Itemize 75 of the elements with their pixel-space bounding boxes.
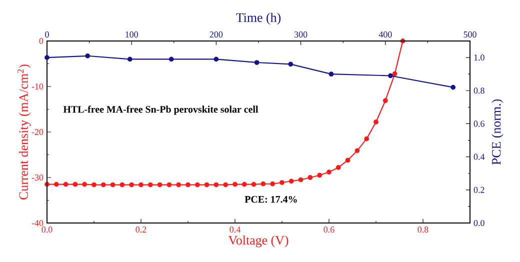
point [100, 182, 106, 188]
point [232, 182, 238, 187]
x-tick-label: 0.0 [42, 226, 52, 233]
x-tick-label: 200 [210, 31, 223, 38]
x-axis-title: Voltage (V) [228, 235, 288, 248]
point [392, 71, 398, 76]
point [214, 182, 219, 188]
y-tick-label: -10 [32, 83, 44, 90]
y-tick-label: 1.0 [474, 54, 484, 61]
point [166, 182, 172, 188]
x-axis-title: Time (h) [236, 12, 281, 25]
point [72, 182, 78, 187]
point [168, 56, 174, 62]
y-tick-label: 0.2 [474, 186, 484, 193]
point [288, 178, 294, 184]
x-tick-label: 300 [294, 31, 308, 38]
point [186, 182, 190, 188]
point [280, 180, 284, 185]
point [317, 172, 322, 178]
x-tick-label: 0.8 [418, 226, 428, 233]
point [336, 165, 341, 170]
point [382, 98, 388, 104]
point [354, 148, 360, 154]
point [254, 60, 260, 65]
annotation: HTL-free MA-free Sn-Pb perovskite solar cell [63, 106, 258, 115]
point [127, 56, 132, 62]
point [270, 181, 276, 186]
point [138, 182, 144, 188]
point [129, 182, 134, 188]
point [204, 182, 210, 188]
point [92, 182, 96, 188]
point [85, 53, 90, 58]
y-tick-label: -40 [32, 220, 44, 226]
y-tick-label: 0 [39, 38, 44, 44]
y-axis-title: Current density (mA/cm$^{2}$) [18, 64, 31, 200]
point [54, 182, 59, 187]
point [120, 182, 125, 188]
y-tick-label: -20 [32, 128, 44, 136]
y-tick-label: 0.0 [474, 220, 484, 226]
point [364, 136, 370, 142]
point [157, 182, 162, 188]
point [82, 182, 88, 187]
x-tick-label: 500 [464, 31, 476, 38]
point [251, 182, 256, 187]
point [326, 170, 332, 174]
point [260, 181, 266, 186]
x-tick-label: 400 [378, 31, 392, 38]
x-tick-label: 0.6 [324, 226, 334, 233]
point [194, 182, 200, 188]
point [288, 62, 294, 67]
point [44, 55, 50, 60]
point [223, 182, 228, 188]
point [110, 182, 116, 188]
y-tick-label: 0.6 [474, 120, 484, 127]
point [328, 72, 334, 77]
annotation: PCE: 17.4% [244, 196, 297, 203]
point [148, 182, 153, 188]
point [298, 177, 304, 182]
point [308, 175, 313, 180]
point [345, 158, 350, 163]
point [214, 56, 219, 62]
y-tick-label: -30 [32, 174, 44, 181]
point [374, 120, 378, 124]
x-tick-label: 0 [45, 31, 49, 38]
point [176, 182, 182, 188]
point [63, 182, 68, 187]
x-tick-label: 100 [126, 31, 138, 38]
y-axis-title: PCE (norm.) [492, 99, 504, 165]
point [450, 84, 456, 90]
y-tick-label: 0.8 [474, 88, 484, 94]
point [242, 182, 247, 187]
y-tick-label: 0.4 [474, 154, 485, 160]
point [388, 73, 393, 78]
x-tick-label: 0.2 [136, 226, 146, 233]
x-tick-label: 0.4 [230, 226, 240, 233]
